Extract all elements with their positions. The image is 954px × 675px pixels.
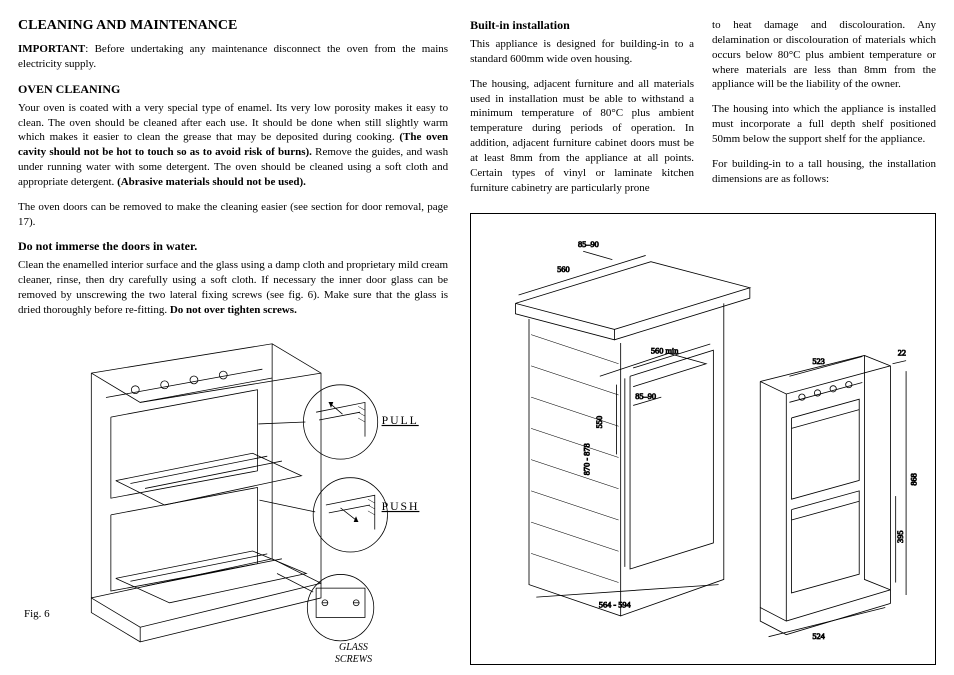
glass-screws-label: GLASSSCREWS	[335, 642, 372, 666]
builtin-heading: Built-in installation	[470, 18, 694, 33]
svg-text:550: 550	[595, 416, 604, 428]
oven-cleaning-p1: Your oven is coated with a very special …	[18, 101, 448, 190]
svg-text:85–90: 85–90	[578, 241, 599, 250]
oven-cleaning-p2: The oven doors can be removed to make th…	[18, 200, 448, 230]
svg-text:395: 395	[896, 531, 905, 544]
page-title: CLEANING AND MAINTENANCE	[18, 18, 448, 34]
svg-text:560: 560	[557, 266, 570, 275]
installation-diagram: 85–90 560 560 min 870 - 878 85–90 550	[470, 213, 936, 665]
oven-cleaning-heading: OVEN CLEANING	[18, 82, 448, 97]
svg-text:85–90: 85–90	[635, 393, 656, 402]
immerse-paragraph: Clean the enamelled interior surface and…	[18, 258, 448, 317]
builtin-p5: For building-in to a tall housing, the i…	[712, 157, 936, 187]
pull-label: PULL	[382, 414, 419, 427]
svg-text:22: 22	[898, 349, 906, 358]
builtin-p1: This appliance is designed for building-…	[470, 37, 694, 67]
important-paragraph: IMPORTANT: Before undertaking any mainte…	[18, 42, 448, 72]
builtin-p2: The housing, adjacent furniture and all …	[470, 77, 694, 196]
figure-6-label: Fig. 6	[24, 608, 50, 620]
important-label: IMPORTANT	[18, 43, 85, 55]
figure-6-svg: PULL PUSH	[18, 334, 448, 666]
right-text-columns: Built-in installation This appliance is …	[470, 18, 936, 205]
svg-text:523: 523	[812, 357, 824, 366]
immerse-heading: Do not immerse the doors in water.	[18, 239, 448, 254]
svg-text:560 min: 560 min	[651, 347, 679, 356]
builtin-p4: The housing into which the appliance is …	[712, 102, 936, 147]
svg-text:870 - 878: 870 - 878	[582, 444, 591, 476]
right-column: Built-in installation This appliance is …	[470, 18, 936, 665]
svg-text:868: 868	[910, 474, 919, 487]
figure-6: PULL PUSH Fig. 6 GLASSSCREWS	[18, 334, 448, 666]
left-column: CLEANING AND MAINTENANCE IMPORTANT: Befo…	[18, 18, 448, 665]
svg-text:564 - 594: 564 - 594	[599, 601, 632, 610]
svg-text:524: 524	[812, 632, 825, 641]
builtin-p3: to heat damage and discolouration. Any d…	[712, 18, 936, 92]
installation-svg: 85–90 560 560 min 870 - 878 85–90 550	[479, 222, 927, 656]
push-label: PUSH	[382, 500, 420, 513]
